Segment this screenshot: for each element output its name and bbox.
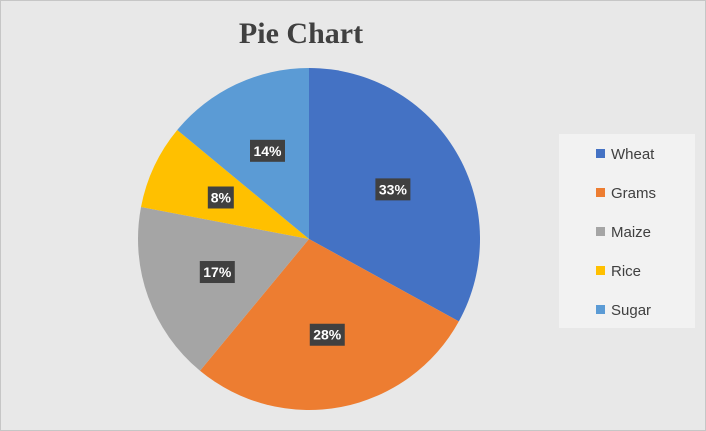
- data-label-text: 8%: [211, 189, 232, 205]
- legend-item-rice: Rice: [596, 262, 641, 282]
- data-label-sugar: 14%: [249, 139, 285, 162]
- legend-item-wheat: Wheat: [596, 145, 654, 165]
- legend-swatch: [596, 305, 605, 314]
- legend-label: Rice: [611, 263, 642, 280]
- data-label-box: [249, 139, 285, 162]
- data-label-text: 33%: [379, 181, 408, 197]
- legend-label: Sugar: [611, 302, 652, 319]
- data-label-text: 14%: [253, 143, 282, 159]
- data-label-maize: 17%: [199, 261, 235, 284]
- legend-item-grams: Grams: [596, 184, 656, 204]
- pie-slice-maize: [138, 206, 309, 371]
- pie-slice-rice: [141, 130, 309, 239]
- data-label-text: 28%: [313, 327, 342, 343]
- data-label-box: [375, 178, 411, 201]
- legend-label: Maize: [611, 224, 652, 241]
- legend-swatch: [596, 149, 605, 158]
- legend-label: Grams: [611, 185, 656, 202]
- legend-swatch: [596, 227, 605, 236]
- legend-swatch: [596, 188, 605, 197]
- chart-title: Pie Chart: [238, 17, 364, 50]
- legend-swatch: [596, 266, 605, 275]
- data-label-rice: 8%: [207, 186, 234, 209]
- data-label-box: [199, 261, 235, 284]
- data-label-box: [207, 186, 234, 209]
- data-label-wheat: 33%: [375, 178, 411, 201]
- data-label-text: 17%: [203, 264, 232, 280]
- data-label-box: [309, 323, 345, 346]
- legend-item-maize: Maize: [596, 223, 651, 243]
- legend-item-sugar: Sugar: [596, 301, 651, 321]
- pie-slice-sugar: [177, 68, 309, 239]
- legend-label: Wheat: [611, 146, 655, 163]
- legend: Wheat Grams Maize Rice Sugar: [559, 134, 695, 328]
- data-label-grams: 28%: [309, 323, 345, 346]
